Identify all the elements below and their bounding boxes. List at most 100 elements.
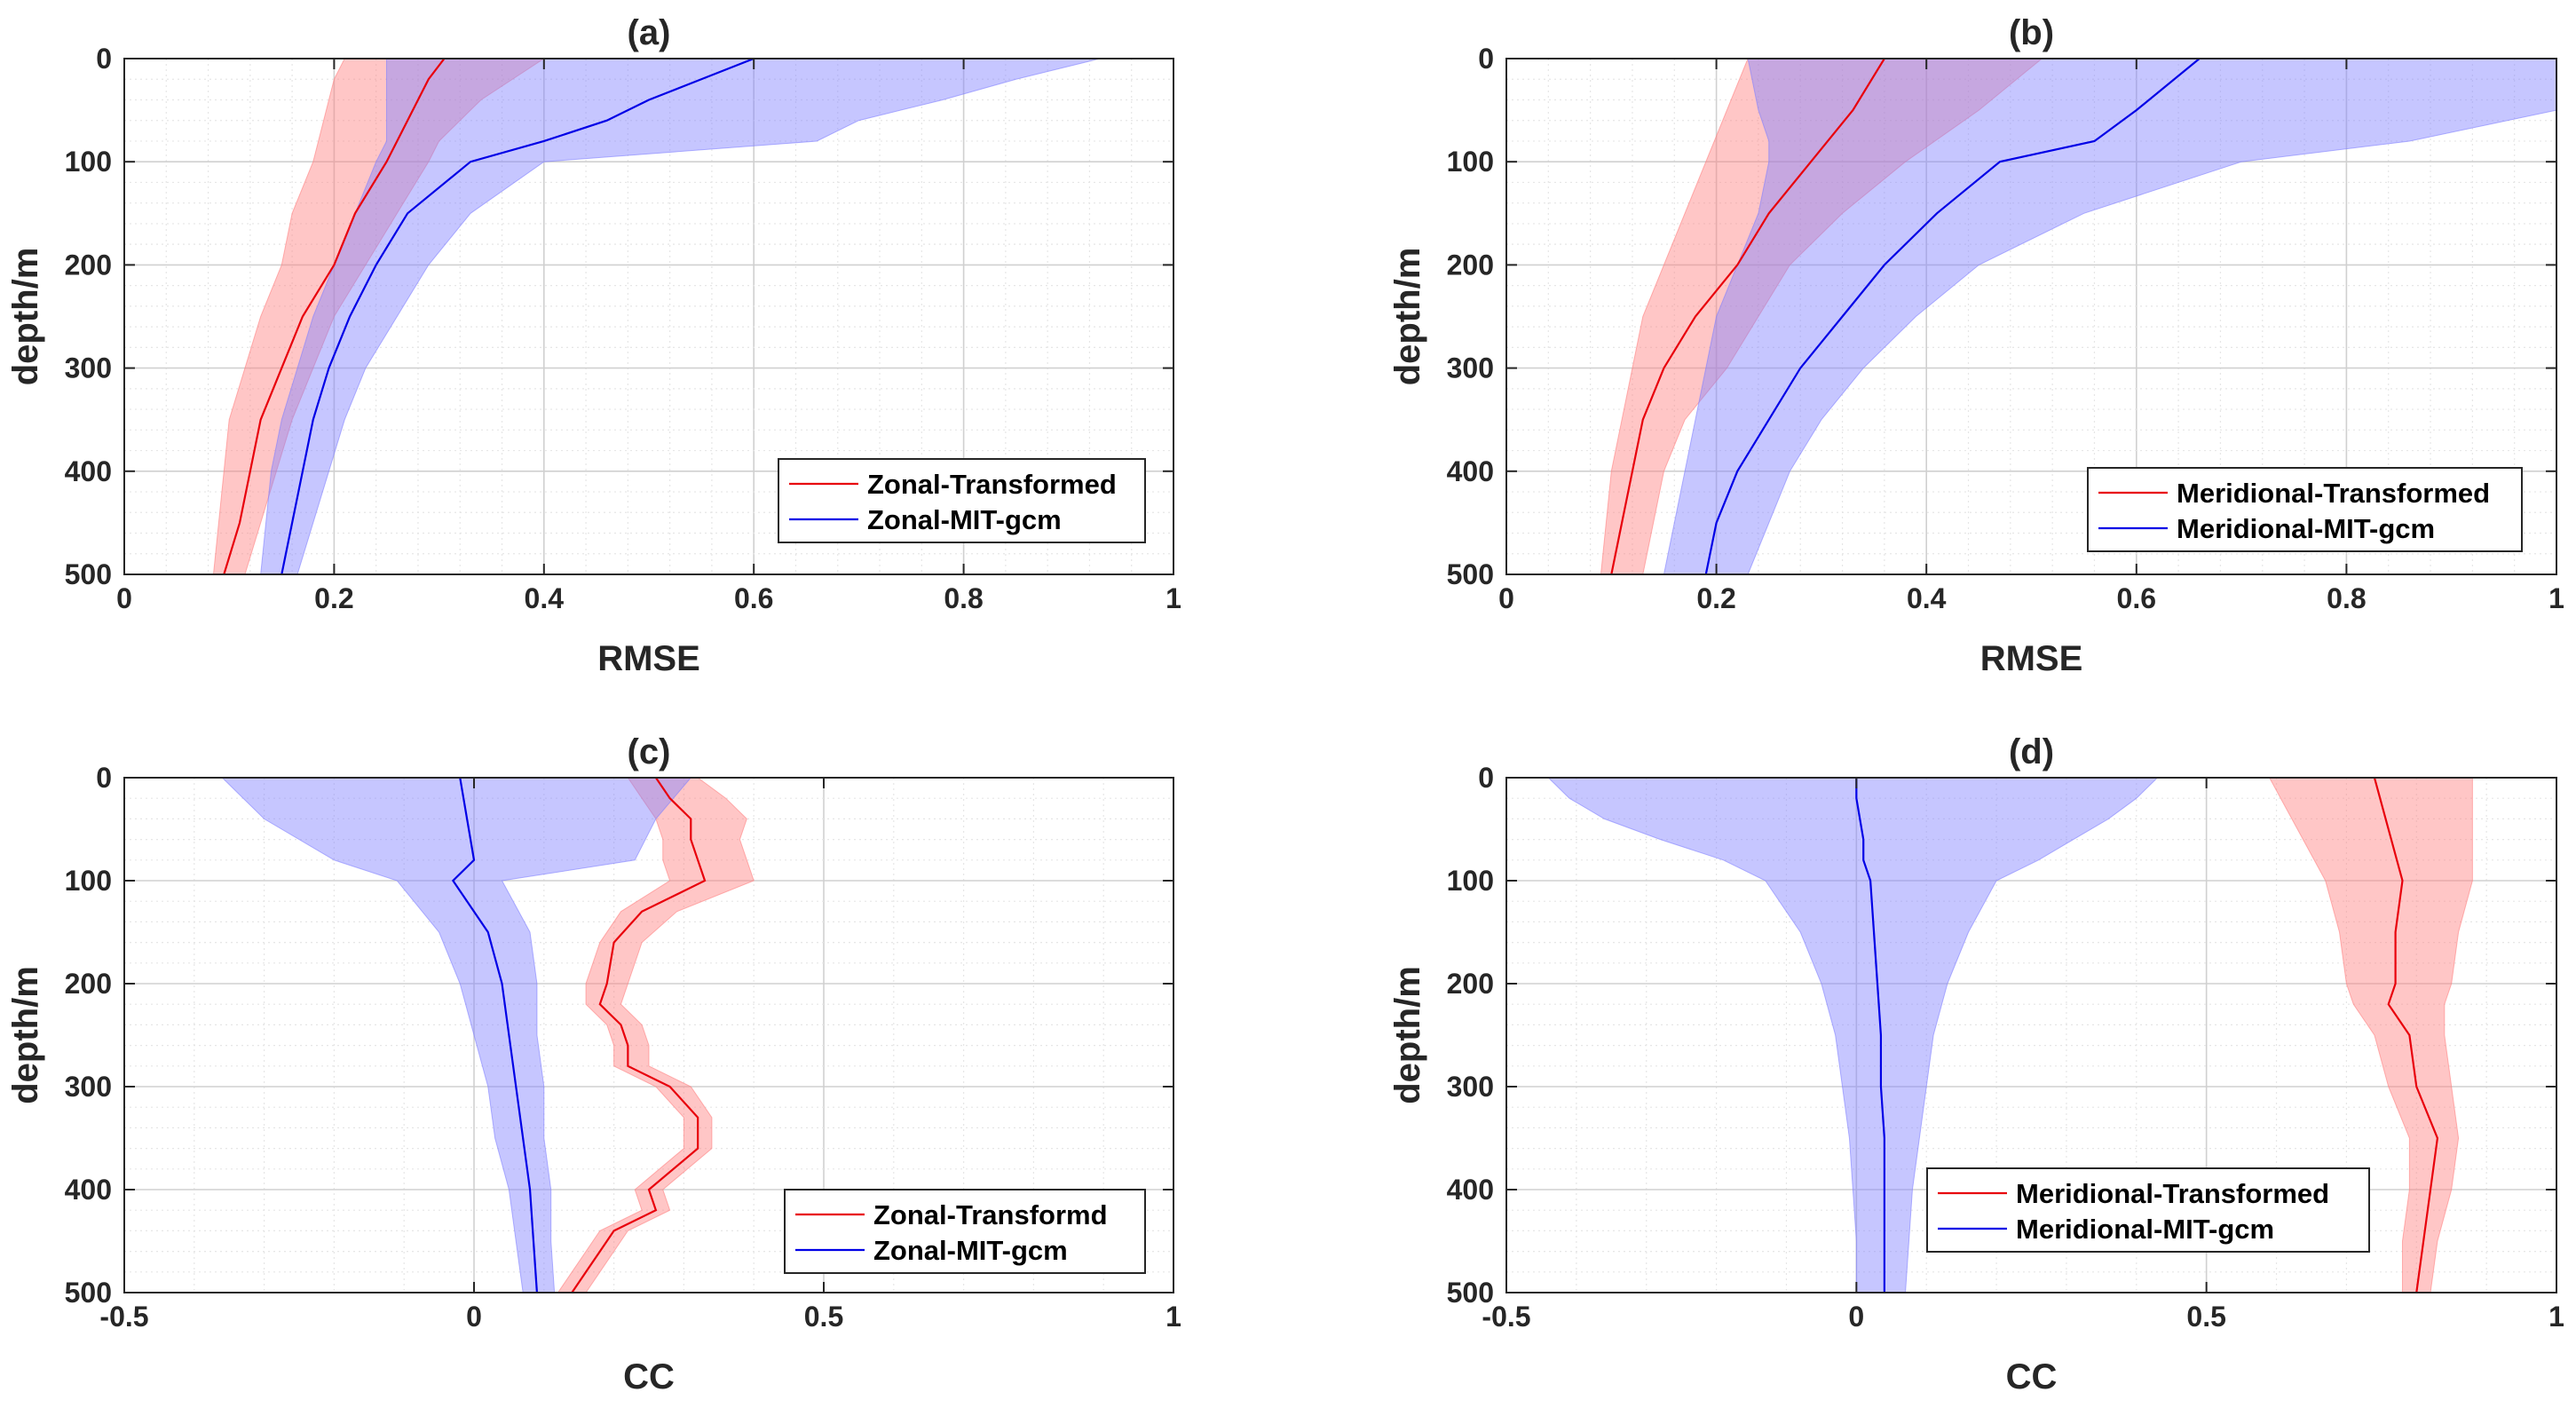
subplot-c: -0.5 0 0.5 1 0 100 200 300 400 500 (c) CC depth/m Zon…	[6, 732, 1181, 1396]
line-series-1	[223, 59, 446, 574]
x-axis-label: CC	[623, 1357, 675, 1396]
x-tick-label: 1	[1166, 1301, 1181, 1333]
band-series-1	[1600, 59, 2043, 574]
y-tick-label: 200	[1447, 968, 1494, 1000]
y-tick-label: 100	[65, 865, 112, 897]
band-series-1	[212, 59, 545, 574]
line-series-2	[281, 59, 755, 574]
x-tick-label: 0.5	[804, 1301, 843, 1333]
x-tick-label: 0.2	[1696, 582, 1735, 614]
band-series-1	[2269, 778, 2473, 1293]
bands	[221, 778, 755, 1293]
legend-label: Meridional-MIT-gcm	[2177, 513, 2435, 544]
legend: Zonal-Transformd Zonal-MIT-gcm	[784, 1189, 1146, 1274]
legend-label: Meridional-Transformed	[2016, 1178, 2329, 1209]
chart-title: (a)	[628, 13, 671, 52]
y-tick-label: 300	[1447, 352, 1494, 384]
x-tick-label: 1	[2548, 1301, 2564, 1333]
x-tick-label: 0	[1848, 1301, 1864, 1333]
y-axis-label: depth/m	[1388, 248, 1427, 386]
y-tick-label: 400	[65, 455, 112, 487]
line-series-2	[451, 778, 539, 1293]
x-tick-label: -0.5	[99, 1301, 148, 1333]
line-series-2	[1855, 778, 1885, 1293]
x-tick-label: -0.5	[1482, 1301, 1530, 1333]
x-tick-label: 0.5	[2186, 1301, 2225, 1333]
legend-label: Meridional-Transformed	[2177, 478, 2490, 509]
line-series-1	[2373, 778, 2439, 1293]
y-tick-label: 0	[1478, 762, 1494, 794]
line-series-1	[571, 778, 707, 1293]
y-tick-label: 500	[65, 1277, 112, 1309]
legend: Meridional-Transformed Meridional-MIT-gcm	[1926, 1167, 2370, 1253]
line-series-2	[1704, 59, 2201, 574]
y-tick-label: 0	[96, 762, 112, 794]
y-axis-label: depth/m	[1388, 966, 1427, 1104]
x-tick-label: 0.6	[2117, 582, 2156, 614]
x-tick-label: 0.6	[734, 582, 773, 614]
axes-box	[1505, 58, 2557, 575]
legend-label: Meridional-MIT-gcm	[2016, 1214, 2274, 1245]
x-tick-label: 0.4	[1907, 582, 1947, 614]
legend-label: Zonal-Transformd	[873, 1199, 1108, 1230]
y-tick-label: 0	[1478, 43, 1494, 75]
bands	[212, 59, 1101, 574]
x-axis-label: RMSE	[597, 639, 700, 678]
grid	[1505, 58, 2557, 575]
x-axis-label: CC	[2006, 1357, 2058, 1396]
bands	[1547, 778, 2473, 1293]
subplot-b: 0 0.2 0.4 0.6 0.8 1 0 100 200 300 400 500 (b) RMSE dep…	[1388, 13, 2564, 678]
legend-box	[2087, 467, 2523, 552]
x-axis-label: RMSE	[1980, 639, 2083, 678]
y-tick-label: 300	[1447, 1071, 1494, 1103]
x-tick-label: 0	[1498, 582, 1514, 614]
y-tick-label: 100	[65, 146, 112, 178]
band-series-2	[1547, 778, 2159, 1293]
legend-label: Zonal-MIT-gcm	[867, 504, 1062, 535]
subplot-a: 0 0.2 0.4 0.6 0.8 1 0 100 200 300 400 500 (a) RMSE dep…	[6, 13, 1181, 678]
y-tick-label: 500	[1447, 558, 1494, 590]
x-tick-label: 1	[1166, 582, 1181, 614]
band-series-1	[557, 778, 755, 1293]
band-series-2	[1663, 59, 2556, 574]
y-axis-label: depth/m	[6, 966, 45, 1104]
axes-box	[1505, 777, 2557, 1293]
line-series-1	[1610, 59, 1885, 574]
y-axis-label: depth/m	[6, 248, 45, 386]
y-tick-label: 400	[1447, 1174, 1494, 1206]
x-tick-label: 0.4	[525, 582, 565, 614]
y-tick-label: 200	[65, 968, 112, 1000]
legend-box	[1926, 1167, 2370, 1253]
band-series-2	[221, 778, 691, 1293]
grid	[1505, 777, 2557, 1293]
x-tick-label: 0.8	[944, 582, 983, 614]
x-tick-label: 0.8	[2327, 582, 2366, 614]
x-tick-label: 0	[466, 1301, 482, 1333]
x-tick-label: 0.2	[314, 582, 353, 614]
grid	[123, 58, 1174, 575]
y-tick-label: 200	[1447, 249, 1494, 281]
band-series-2	[260, 59, 1101, 574]
y-tick-label: 300	[65, 1071, 112, 1103]
y-tick-label: 300	[65, 352, 112, 384]
y-tick-label: 500	[1447, 1277, 1494, 1309]
axes-box	[123, 777, 1174, 1293]
y-tick-label: 400	[1447, 455, 1494, 487]
legend: Meridional-Transformed Meridional-MIT-gcm	[2087, 467, 2523, 552]
y-tick-label: 100	[1447, 865, 1494, 897]
bands	[1600, 59, 2556, 574]
legend-label: Zonal-Transformed	[867, 469, 1117, 500]
legend-box	[784, 1189, 1146, 1274]
chart-title: (c)	[628, 732, 671, 771]
y-tick-label: 0	[96, 43, 112, 75]
subplot-d: -0.5 0 0.5 1 0 100 200 300 400 500 (d) CC depth/m Mer…	[1388, 732, 2564, 1396]
x-tick-label: 1	[2548, 582, 2564, 614]
legend: Zonal-Transformed Zonal-MIT-gcm	[778, 458, 1146, 543]
y-tick-label: 200	[65, 249, 112, 281]
y-tick-label: 500	[65, 558, 112, 590]
chart-title: (b)	[2009, 13, 2054, 52]
axes-box	[123, 58, 1174, 575]
x-tick-label: 0	[116, 582, 132, 614]
legend-box	[778, 458, 1146, 543]
y-tick-label: 100	[1447, 146, 1494, 178]
